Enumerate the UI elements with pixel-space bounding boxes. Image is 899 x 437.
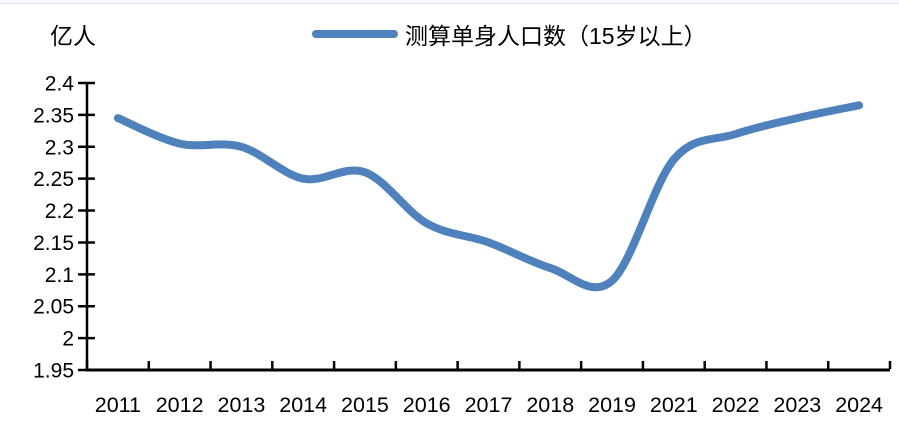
x-axis-label: 2015: [341, 393, 389, 417]
y-axis-tick-label: 2.05: [33, 296, 74, 319]
x-axis-label: 2013: [218, 393, 266, 417]
legend-line-swatch: [312, 30, 398, 38]
legend-label: 测算单身人口数（15岁以上）: [405, 23, 707, 49]
x-axis-label: 2018: [526, 393, 574, 417]
x-axis-label: 2024: [835, 393, 883, 417]
x-axis-label: 2017: [465, 393, 513, 417]
y-axis-tick-label: 2.15: [33, 232, 74, 255]
y-axis-tick-label: 2.2: [45, 200, 74, 223]
data-series-line: [113, 101, 864, 292]
x-axis-label: 2014: [279, 393, 327, 417]
y-axis-unit-label: 亿人: [50, 23, 96, 49]
y-axis-tick-label: 2.25: [33, 168, 74, 191]
x-axis-label: 2016: [403, 393, 451, 417]
x-axis-label: 2023: [773, 393, 821, 417]
legend: 测算单身人口数（15岁以上）: [312, 22, 707, 49]
y-axis-tick-label: 2: [62, 328, 74, 351]
y-axis-tick-label: 2.3: [45, 136, 74, 159]
x-axis-label: 2021: [650, 393, 698, 417]
x-axis-label: 2022: [712, 393, 760, 417]
y-axis-tick-label: 1.95: [33, 360, 74, 383]
top-border-line: [0, 0, 899, 4]
y-axis-tick-label: 2.1: [45, 264, 74, 287]
x-axis-label: 2011: [95, 393, 141, 417]
y-axis-tick-label: 2.4: [45, 73, 75, 96]
x-axis-label: 2012: [156, 393, 204, 417]
y-axis-tick-label: 2.35: [33, 104, 74, 127]
x-axis-label: 2019: [588, 393, 636, 417]
